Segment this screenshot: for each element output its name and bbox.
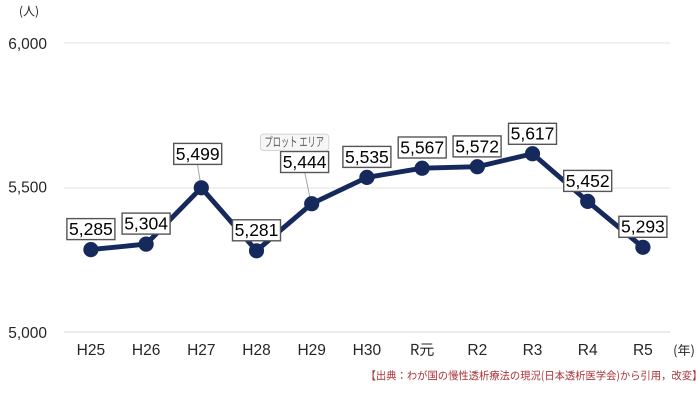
svg-text:H30: H30 [353, 342, 382, 359]
svg-text:5,500: 5,500 [8, 180, 47, 197]
svg-text:5,452: 5,452 [566, 171, 610, 191]
svg-text:H25: H25 [77, 342, 105, 359]
svg-text:5,304: 5,304 [124, 214, 168, 234]
svg-text:5,617: 5,617 [511, 124, 555, 144]
svg-text:5,499: 5,499 [176, 144, 220, 164]
svg-text:H28: H28 [242, 342, 270, 359]
svg-text:H29: H29 [297, 342, 325, 359]
svg-text:R2: R2 [467, 342, 487, 359]
svg-text:5,535: 5,535 [345, 147, 389, 167]
svg-text:5,567: 5,567 [400, 137, 444, 157]
svg-text:5,000: 5,000 [8, 325, 47, 342]
svg-text:R4: R4 [578, 342, 598, 359]
svg-text:5,444: 5,444 [283, 152, 327, 172]
svg-text:5,281: 5,281 [235, 220, 279, 240]
svg-text:6,000: 6,000 [8, 36, 47, 53]
svg-text:5,285: 5,285 [69, 219, 113, 239]
svg-text:H27: H27 [187, 342, 215, 359]
svg-text:R3: R3 [523, 342, 543, 359]
svg-text:5,293: 5,293 [621, 217, 665, 237]
svg-text:R5: R5 [633, 342, 653, 359]
svg-text:5,572: 5,572 [455, 136, 499, 156]
svg-text:H26: H26 [132, 342, 160, 359]
